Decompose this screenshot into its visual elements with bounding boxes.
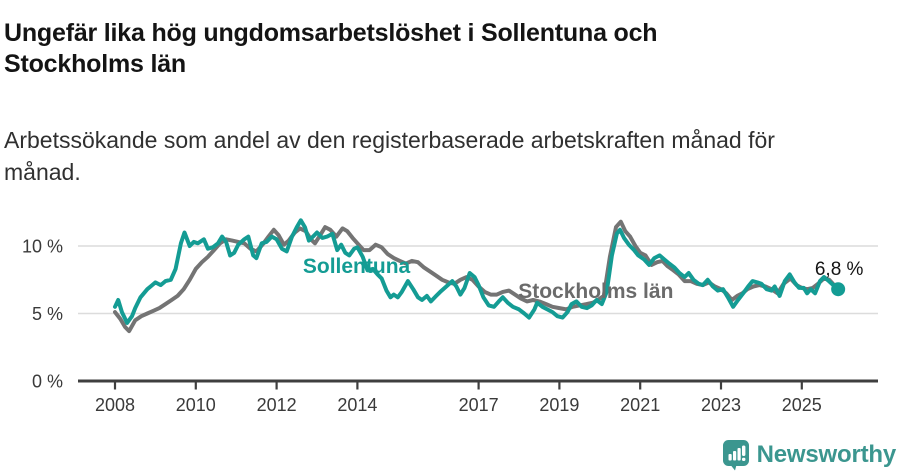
y-axis-tick-label: 10 %	[22, 237, 63, 257]
x-axis-tick-label: 2021	[620, 395, 660, 415]
chart-subtitle: Arbetssökande som andel av den registerb…	[4, 124, 874, 188]
x-axis-tick-label: 2017	[459, 395, 499, 415]
page-title: Ungefär lika hög ungdomsarbetslöshet i S…	[4, 18, 874, 80]
page-title-line-2: Stockholms län	[4, 49, 186, 78]
x-axis-tick-label: 2023	[701, 395, 741, 415]
series-label-stockholms-l-n: Stockholms län	[518, 280, 673, 303]
x-axis-tick-label: 2012	[257, 395, 297, 415]
brand-footer-link[interactable]: Newsworthy	[722, 439, 896, 471]
latest-value-label: 6,8 %	[815, 259, 864, 280]
y-axis-tick-label: 5 %	[32, 304, 63, 324]
x-axis-tick-label: 2014	[337, 395, 377, 415]
chart-subtitle-line-2: månad.	[4, 159, 81, 185]
series-line-sollentuna	[113, 218, 841, 325]
x-axis-tick-label: 2019	[539, 395, 579, 415]
page-title-line-1: Ungefär lika hög ungdomsarbetslöshet i S…	[4, 18, 658, 47]
x-axis-tick-label: 2010	[176, 395, 216, 415]
series-label-sollentuna: Sollentuna	[303, 255, 411, 278]
x-axis-tick-label: 2008	[95, 395, 135, 415]
latest-value-dot	[831, 282, 846, 297]
brand-name: Newsworthy	[756, 441, 897, 468]
chart-subtitle-line-1: Arbetssökande som andel av den registerb…	[4, 127, 775, 153]
y-axis-tick-label: 0 %	[32, 372, 63, 392]
newsworthy-logo-icon	[722, 440, 749, 471]
x-axis-tick-label: 2025	[782, 395, 822, 415]
